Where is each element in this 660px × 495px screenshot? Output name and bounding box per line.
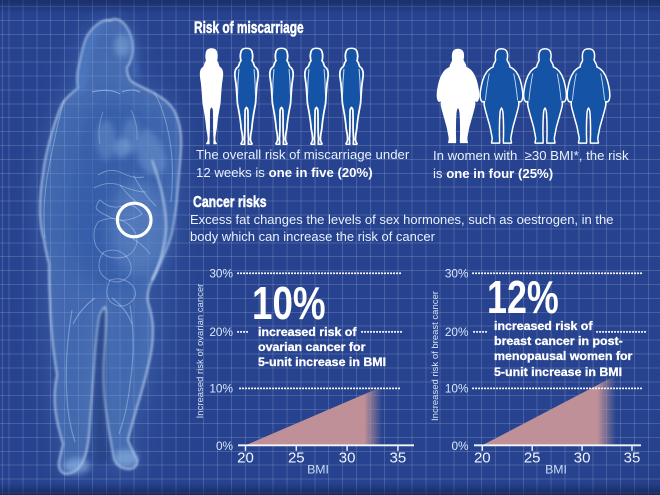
svg-text:30: 30	[339, 449, 356, 466]
svg-text:25: 25	[524, 449, 541, 466]
svg-text:35: 35	[390, 449, 407, 466]
svg-text:35: 35	[624, 449, 641, 466]
svg-text:25: 25	[288, 449, 305, 466]
svg-text:BMI: BMI	[307, 463, 329, 477]
svg-text:10%: 10%	[445, 382, 469, 396]
svg-text:0%: 0%	[451, 439, 469, 453]
svg-text:BMI: BMI	[545, 463, 567, 477]
svg-text:30%: 30%	[445, 266, 469, 280]
svg-text:Increased risk of breast cance: Increased risk of breast cancer	[430, 291, 441, 421]
svg-text:20: 20	[474, 449, 491, 466]
svg-text:30: 30	[574, 449, 591, 466]
svg-text:20: 20	[237, 449, 254, 466]
svg-text:20%: 20%	[445, 325, 469, 339]
